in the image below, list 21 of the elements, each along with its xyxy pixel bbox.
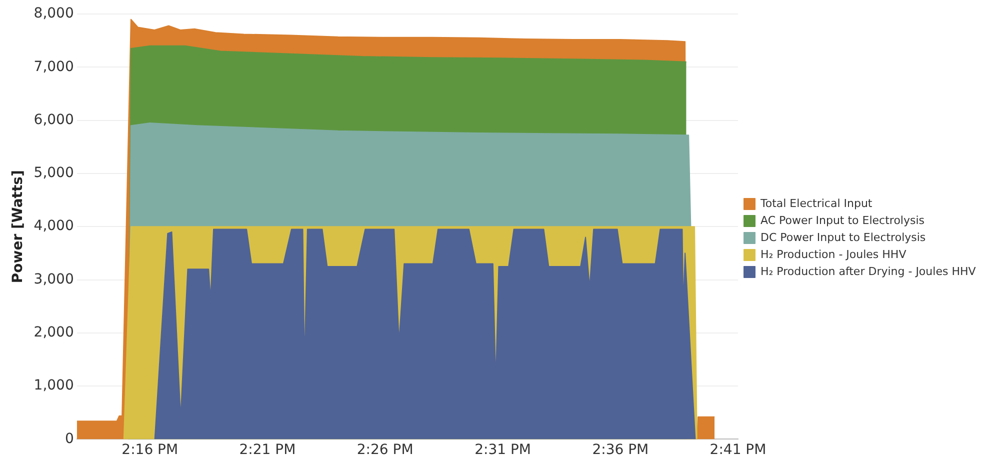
y-tick-label: 1,000 (34, 378, 74, 394)
y-tick-label: 0 (64, 430, 74, 447)
y-tick-label: 2,000 (34, 324, 74, 341)
x-tick-label: 2:26 PM (356, 442, 414, 458)
x-tick-label: 2:31 PM (474, 442, 532, 458)
x-tick-label: 2:36 PM (592, 442, 649, 458)
y-axis-title: Power [Watts] (10, 170, 26, 284)
y-tick-label: 6,000 (34, 112, 74, 128)
y-tick-label: 5,000 (34, 165, 74, 182)
x-tick-label: 2:41 PM (710, 442, 766, 458)
x-tick-label: 2:21 PM (239, 442, 296, 458)
legend-label: Total Electrical Input (760, 196, 873, 210)
legend-label: AC Power Input to Electrolysis (760, 214, 925, 227)
legend-label: H₂ Production - Joules HHV (760, 248, 907, 261)
legend-label: DC Power Input to Electrolysis (760, 230, 926, 244)
x-tick-label: 2:16 PM (122, 442, 178, 458)
legend-label: H₂ Production after Drying - Joules HHV (760, 264, 976, 278)
y-tick-label: 3,000 (34, 271, 74, 288)
y-tick-label: 7,000 (34, 58, 74, 75)
y-tick-label: 4,000 (34, 218, 74, 234)
y-tick-label: 8,000 (34, 6, 74, 22)
